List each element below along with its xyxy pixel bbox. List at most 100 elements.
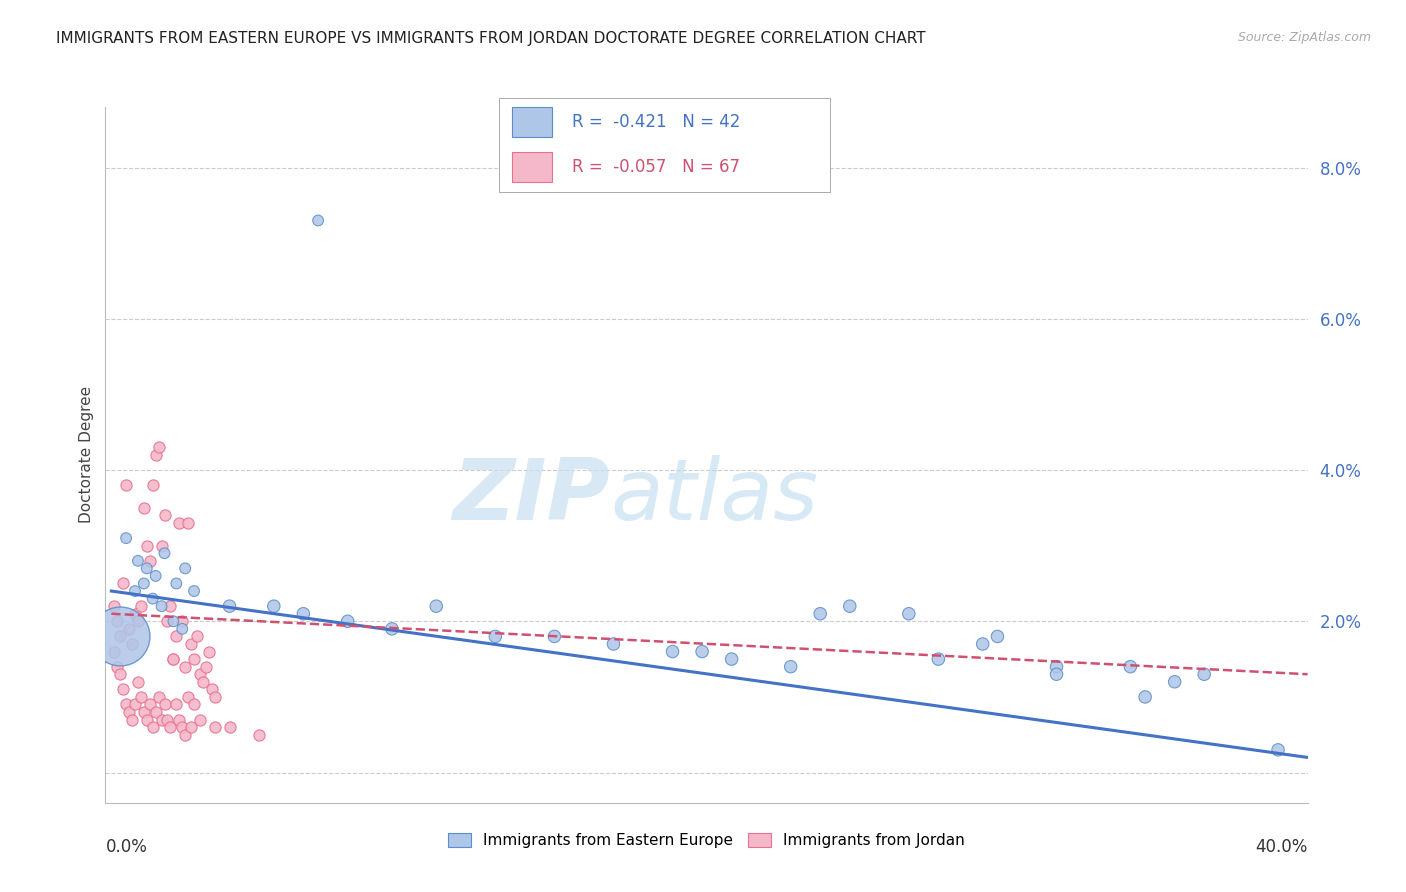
- Point: [336, 615, 359, 629]
- Point: [115, 531, 138, 545]
- Point: [177, 690, 200, 704]
- Point: [139, 554, 162, 568]
- Point: [986, 629, 1008, 643]
- Point: [145, 448, 167, 462]
- Text: ZIP: ZIP: [453, 455, 610, 538]
- Point: [204, 720, 226, 734]
- Point: [156, 615, 179, 629]
- Point: [127, 615, 149, 629]
- Point: [159, 599, 181, 614]
- Point: [112, 682, 135, 697]
- Point: [142, 478, 165, 492]
- Point: [1045, 667, 1067, 681]
- Point: [897, 607, 920, 621]
- Point: [110, 667, 132, 681]
- Point: [186, 629, 208, 643]
- Point: [124, 584, 146, 599]
- Point: [247, 728, 270, 742]
- Point: [129, 690, 152, 704]
- Point: [124, 698, 146, 712]
- Point: [180, 637, 202, 651]
- Point: [124, 607, 146, 621]
- Point: [129, 599, 152, 614]
- Point: [218, 720, 240, 734]
- Point: [1045, 659, 1067, 673]
- Point: [150, 539, 173, 553]
- Point: [135, 713, 157, 727]
- Point: [172, 615, 194, 629]
- Point: [172, 622, 194, 636]
- Point: [425, 599, 447, 614]
- Point: [150, 713, 173, 727]
- Point: [543, 629, 565, 643]
- Point: [142, 720, 165, 734]
- Point: [121, 637, 143, 651]
- Point: [201, 682, 224, 697]
- Point: [183, 652, 205, 666]
- Point: [169, 516, 191, 530]
- Point: [602, 637, 624, 651]
- Point: [1192, 667, 1215, 681]
- Point: [1133, 690, 1156, 704]
- Point: [165, 629, 187, 643]
- Point: [115, 698, 138, 712]
- Point: [148, 441, 170, 455]
- Point: [153, 546, 176, 560]
- Point: [1267, 743, 1289, 757]
- Point: [132, 705, 155, 719]
- Point: [188, 667, 211, 681]
- Point: [105, 615, 128, 629]
- FancyBboxPatch shape: [512, 108, 553, 137]
- Point: [150, 599, 173, 614]
- Point: [972, 637, 994, 651]
- Legend: Immigrants from Eastern Europe, Immigrants from Jordan: Immigrants from Eastern Europe, Immigran…: [441, 827, 972, 855]
- Y-axis label: Doctorate Degree: Doctorate Degree: [79, 386, 94, 524]
- Point: [127, 554, 149, 568]
- Point: [142, 591, 165, 606]
- Point: [145, 705, 167, 719]
- Text: R =  -0.421   N = 42: R = -0.421 N = 42: [572, 113, 740, 131]
- Point: [484, 629, 506, 643]
- Point: [808, 607, 831, 621]
- Point: [132, 576, 155, 591]
- Point: [148, 690, 170, 704]
- Text: atlas: atlas: [610, 455, 818, 538]
- Point: [118, 622, 141, 636]
- Text: 40.0%: 40.0%: [1256, 838, 1308, 855]
- Point: [162, 652, 184, 666]
- Point: [110, 629, 132, 643]
- Point: [191, 674, 214, 689]
- Point: [927, 652, 949, 666]
- Point: [118, 705, 141, 719]
- Point: [198, 644, 221, 658]
- Point: [112, 576, 135, 591]
- Point: [661, 644, 683, 658]
- Point: [156, 713, 179, 727]
- Point: [1119, 659, 1142, 673]
- Point: [307, 213, 329, 227]
- Point: [135, 561, 157, 575]
- Point: [121, 713, 143, 727]
- Point: [263, 599, 285, 614]
- Point: [153, 698, 176, 712]
- Point: [218, 599, 240, 614]
- Point: [381, 622, 404, 636]
- Point: [135, 539, 157, 553]
- Point: [180, 720, 202, 734]
- Point: [292, 607, 315, 621]
- Point: [153, 508, 176, 523]
- Point: [145, 569, 167, 583]
- Point: [188, 713, 211, 727]
- Text: 0.0%: 0.0%: [105, 838, 148, 855]
- Text: Source: ZipAtlas.com: Source: ZipAtlas.com: [1237, 31, 1371, 45]
- Point: [183, 698, 205, 712]
- Point: [159, 720, 181, 734]
- Point: [194, 659, 217, 673]
- Point: [174, 728, 197, 742]
- Text: IMMIGRANTS FROM EASTERN EUROPE VS IMMIGRANTS FROM JORDAN DOCTORATE DEGREE CORREL: IMMIGRANTS FROM EASTERN EUROPE VS IMMIGR…: [56, 31, 927, 46]
- Point: [1163, 674, 1185, 689]
- Point: [162, 615, 184, 629]
- Point: [690, 644, 713, 658]
- Point: [174, 561, 197, 575]
- Point: [779, 659, 801, 673]
